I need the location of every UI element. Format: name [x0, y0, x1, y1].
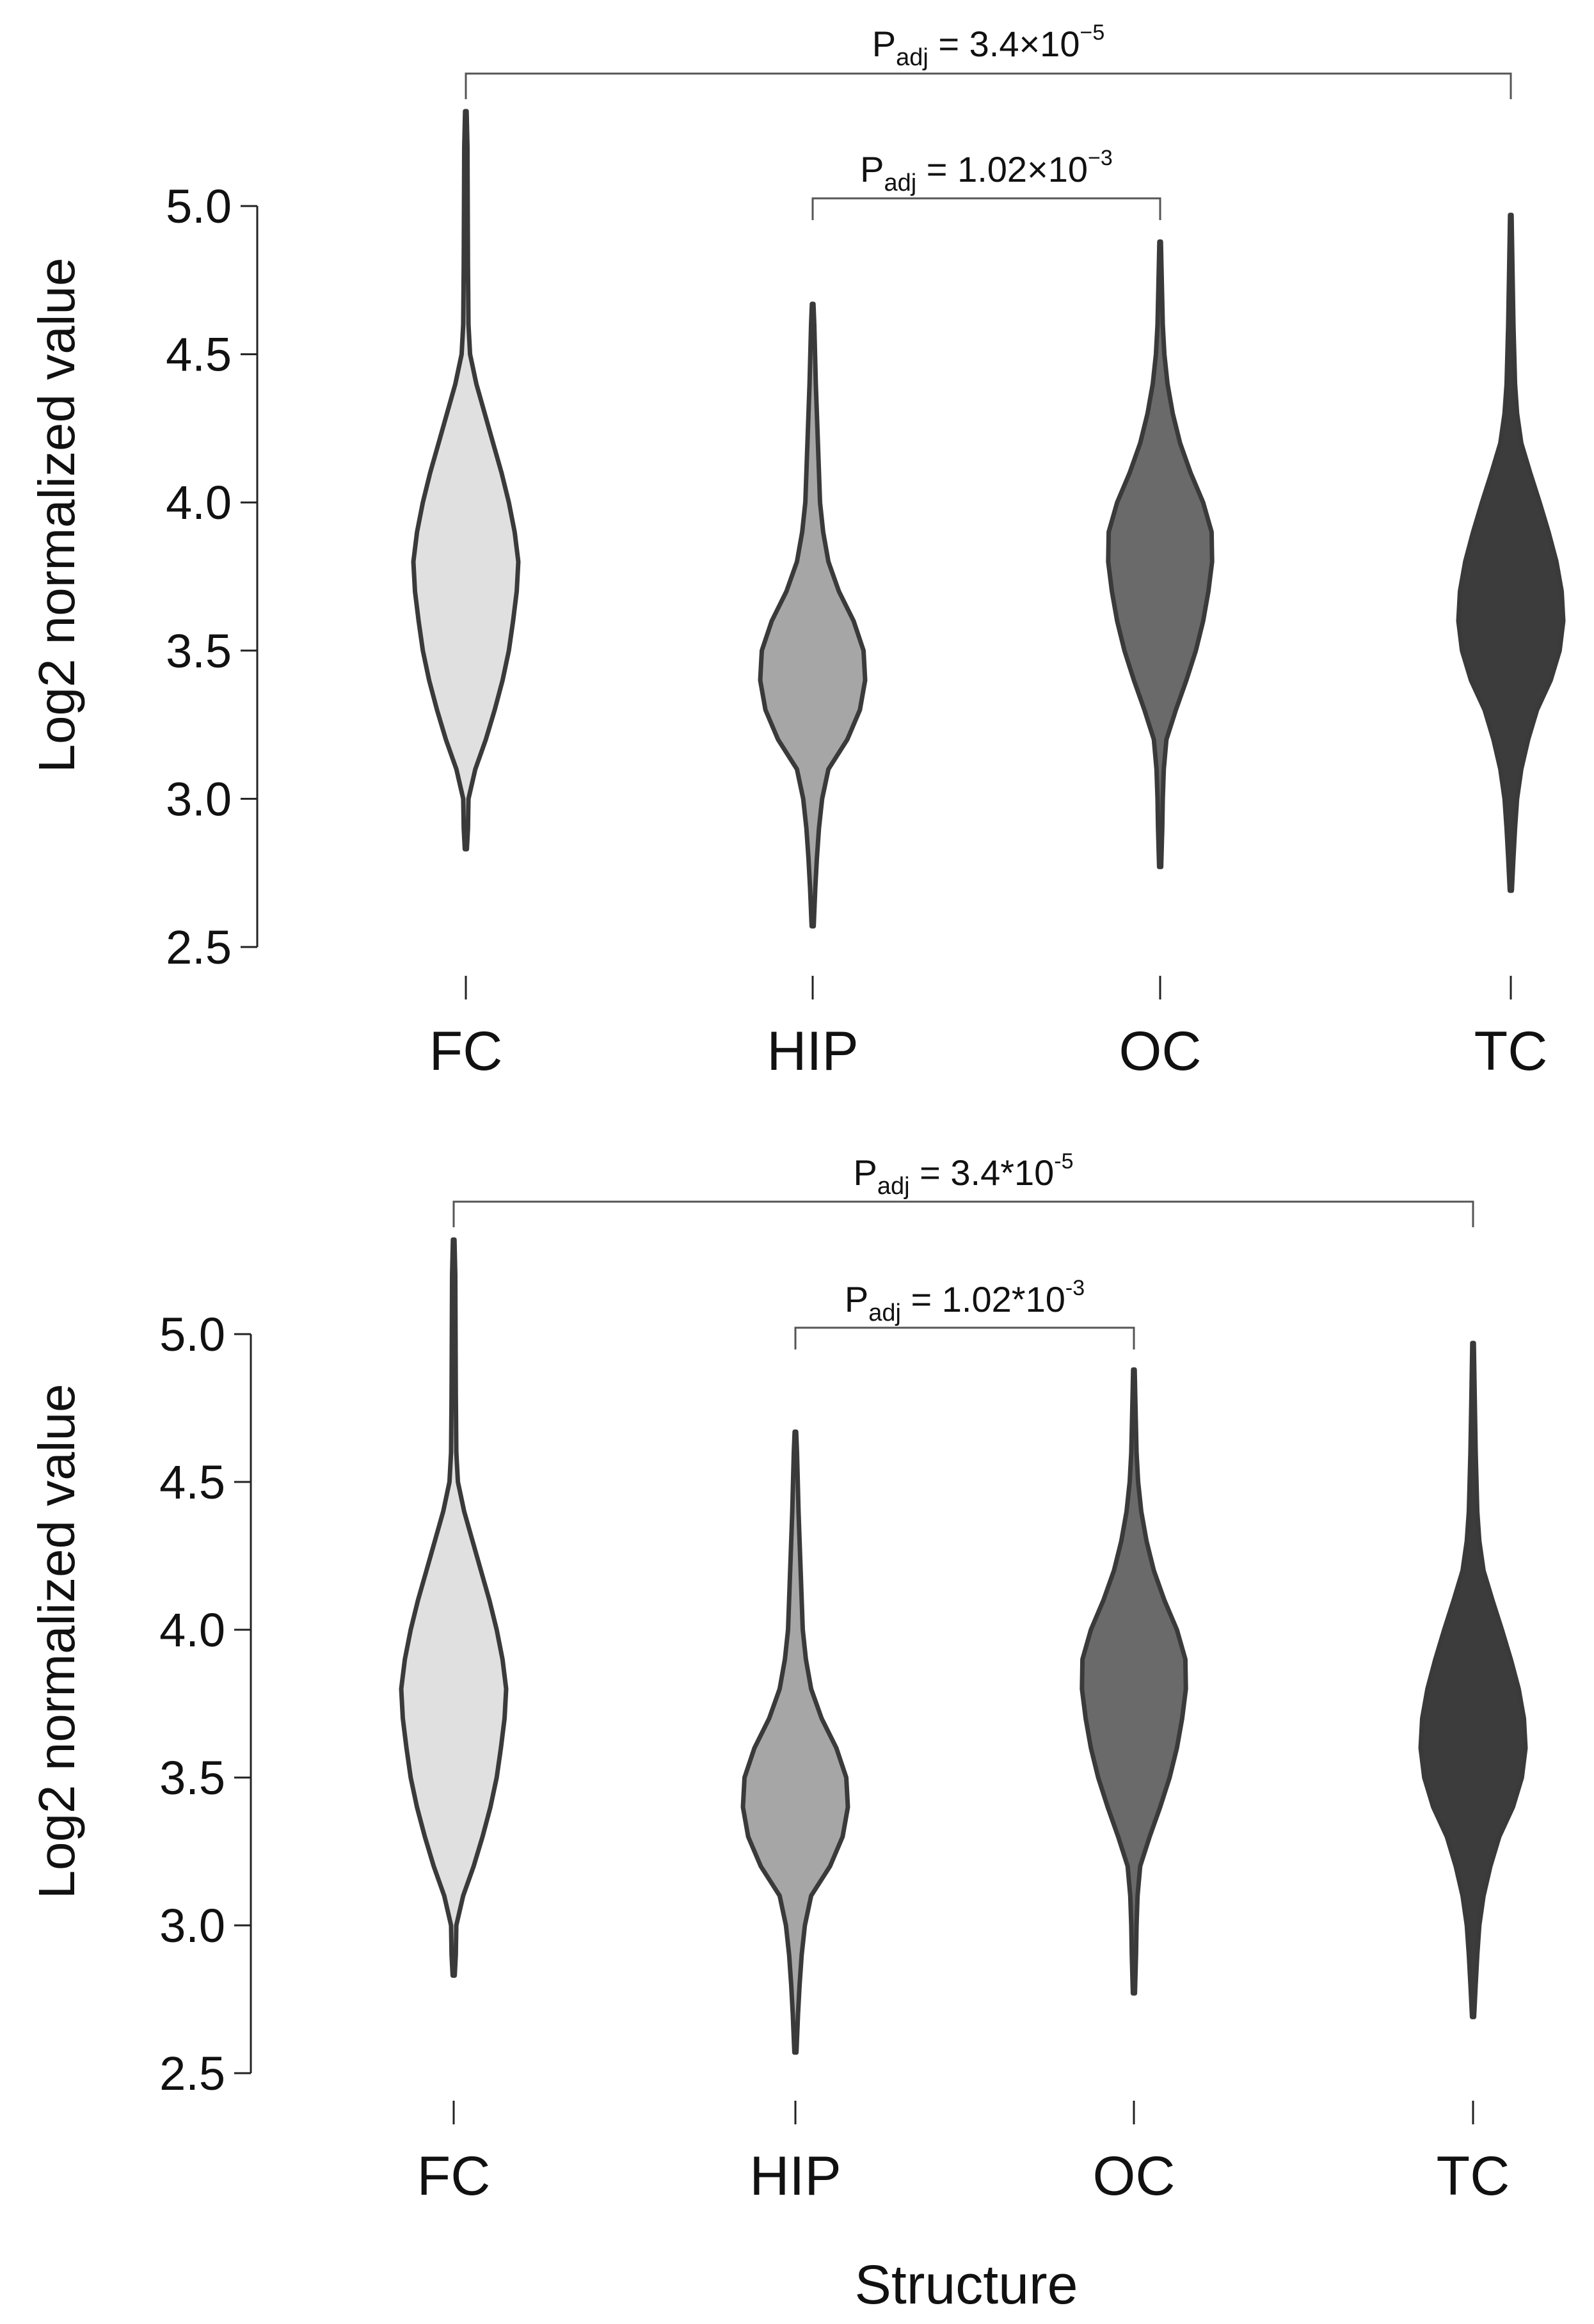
violin-fc	[399, 1237, 509, 1978]
y-tick-label: 4.0	[159, 1604, 225, 1657]
y-tick-label: 3.0	[166, 772, 232, 825]
p-value: = 1.02*10	[901, 1279, 1065, 1319]
p-label: P	[872, 24, 896, 64]
x-axis-label: Structure	[855, 2254, 1078, 2316]
violin-tc	[1456, 212, 1566, 893]
x-tick-label: OC	[1119, 1021, 1202, 1082]
violin-hip	[758, 301, 868, 929]
p-exponent: −5	[1080, 20, 1104, 45]
violin-chart-top: 2.5 3.0 3.5 4.0 4.5 5.0 Log2 normalized value F…	[28, 20, 1566, 1082]
violin-tc	[1418, 1341, 1528, 2019]
y-tick-label: 4.5	[159, 1456, 225, 1509]
y-tick-label: 2.5	[166, 921, 232, 974]
violin-oc	[1080, 1367, 1188, 1996]
y-tick-label: 5.0	[159, 1308, 225, 1361]
p-exponent: -3	[1065, 1276, 1085, 1300]
p-exponent: −3	[1088, 146, 1113, 170]
y-tick-label: 3.5	[159, 1751, 225, 1804]
p-value-annotation: Padj = 3.4×10−5	[872, 20, 1105, 71]
significance-bracket	[452, 1200, 1474, 1227]
violin-oc	[1106, 239, 1215, 870]
p-value: = 3.4*10	[910, 1152, 1055, 1193]
y-axis-label: Log2 normalized value	[28, 1384, 85, 1899]
violin-chart-bottom: 2.5 3.0 3.5 4.0 4.5 5.0 Log2 normalized value F…	[28, 1149, 1528, 2316]
p-value: = 3.4×10	[929, 24, 1080, 64]
y-axis-label: Log2 normalized value	[28, 258, 85, 773]
p-exponent: -5	[1054, 1149, 1073, 1174]
p-subscript: adj	[896, 44, 929, 71]
p-value: = 1.02×10	[916, 149, 1088, 189]
p-label: P	[860, 149, 884, 189]
p-value-annotation: Padj = 3.4*10-5	[853, 1149, 1073, 1200]
y-tick-label: 2.5	[159, 2047, 225, 2100]
p-subscript: adj	[884, 170, 917, 196]
significance-bracket	[465, 72, 1512, 99]
p-label: P	[853, 1152, 877, 1193]
y-tick-label: 3.0	[159, 1899, 225, 1952]
p-value-annotation: Padj = 1.02*10-3	[845, 1276, 1085, 1326]
x-tick-label: HIP	[749, 2145, 841, 2207]
violin-hip	[740, 1429, 850, 2055]
violin-fc	[411, 109, 521, 852]
x-tick-label: OC	[1093, 2145, 1176, 2207]
y-tick-label: 4.5	[166, 328, 232, 381]
x-tick-label: FC	[417, 2145, 491, 2207]
x-tick-label: HIP	[767, 1021, 858, 1082]
y-tick-label: 5.0	[166, 180, 232, 233]
significance-bracket	[811, 197, 1161, 220]
y-tick-label: 3.5	[166, 625, 232, 678]
p-value-annotation: Padj = 1.02×10−3	[860, 146, 1113, 196]
p-label: P	[845, 1279, 868, 1319]
x-tick-label: TC	[1474, 1021, 1548, 1082]
p-subscript: adj	[877, 1173, 910, 1200]
p-subscript: adj	[868, 1300, 901, 1326]
x-tick-label: TC	[1437, 2145, 1510, 2207]
significance-bracket	[794, 1326, 1135, 1349]
y-tick-label: 4.0	[166, 476, 232, 529]
x-tick-label: FC	[429, 1021, 503, 1082]
